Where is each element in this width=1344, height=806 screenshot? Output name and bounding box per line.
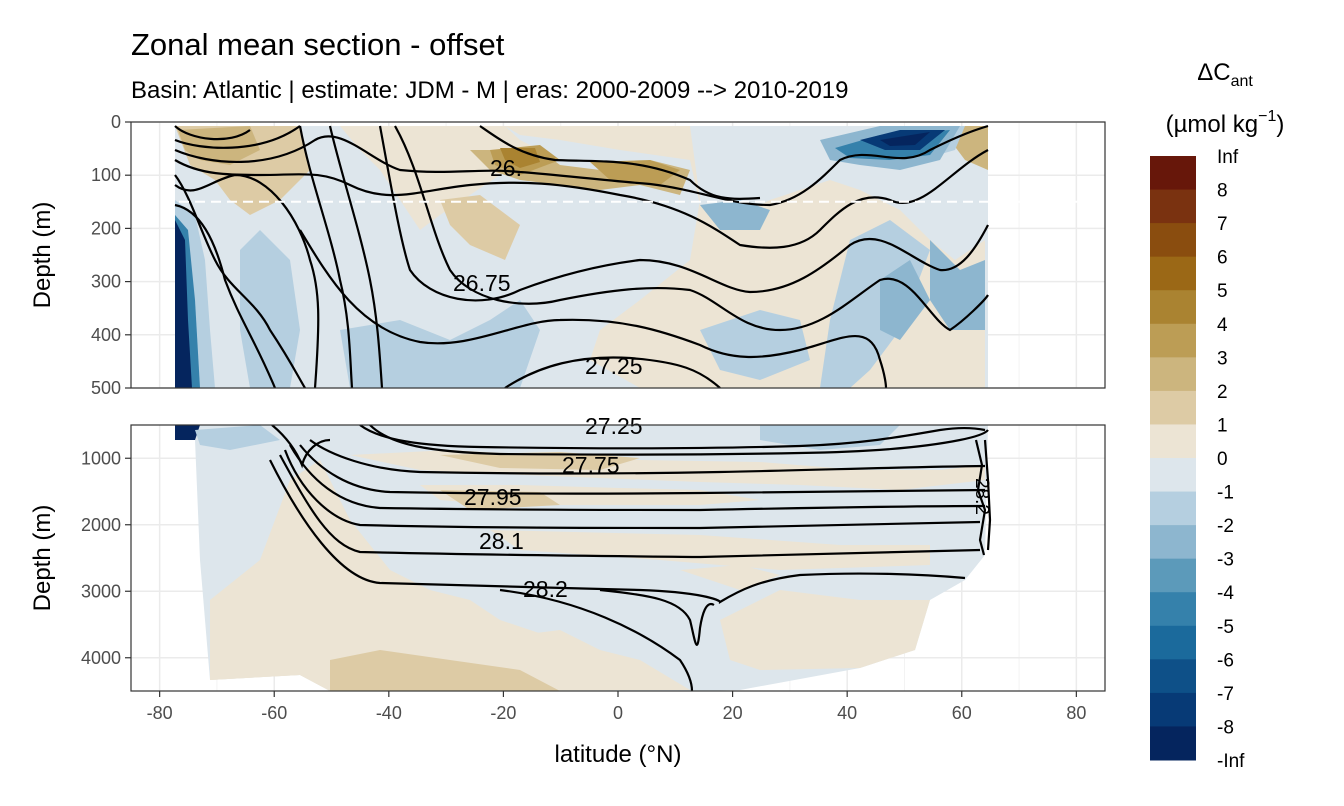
panel-lower: 27.25 27.75 27.95 28.1 28.2 28.2	[130, 413, 1106, 692]
legend-swatch	[1150, 424, 1196, 459]
legend: ΔCant (µmol kg−1) Inf 8 7 6 5 4 3 2 1 0 -1 -2 -3 -4 -5…	[1150, 59, 1284, 772]
legend-label: 5	[1217, 281, 1228, 302]
panel-upper: 26. 26.75 27.25	[130, 121, 1106, 389]
x-tick-label: -40	[376, 703, 402, 723]
legend-unit: (µmol kg−1)	[1166, 108, 1285, 138]
legend-swatch	[1150, 189, 1196, 224]
legend-label: Inf	[1217, 147, 1239, 168]
legend-swatch	[1150, 659, 1196, 694]
legend-labels: Inf 8 7 6 5 4 3 2 1 0 -1 -2 -3 -4 -5 -6 -7 -8 -Inf	[1217, 147, 1245, 772]
legend-label: 6	[1217, 248, 1228, 269]
y-tick-label: 0	[111, 112, 121, 132]
y-axis-upper: 0 100 200 300 400 500	[91, 112, 131, 398]
x-tick-label: 40	[837, 703, 857, 723]
y-tick-label: 300	[91, 272, 121, 292]
contour-label: 26.75	[453, 270, 511, 296]
y-axis-title-upper: Depth (m)	[29, 202, 56, 309]
x-tick-label: -20	[490, 703, 516, 723]
legend-label: 1	[1217, 415, 1228, 436]
contour-label: 27.95	[464, 484, 522, 510]
legend-label: -8	[1217, 717, 1234, 738]
contour-label: 28.1	[479, 528, 524, 554]
contour-label: 27.75	[562, 452, 620, 478]
legend-label: 8	[1217, 181, 1228, 202]
legend-label: 7	[1217, 214, 1228, 235]
legend-label: 3	[1217, 348, 1228, 369]
contour-label: 28.2	[971, 478, 992, 515]
legend-swatch	[1150, 592, 1196, 627]
legend-label: -1	[1217, 483, 1234, 504]
legend-swatch	[1150, 525, 1196, 560]
legend-label: -4	[1217, 583, 1234, 604]
legend-label: -2	[1217, 516, 1234, 537]
legend-title: ΔCant	[1197, 59, 1253, 90]
y-axis-lower: 1000 2000 3000 4000	[81, 448, 131, 668]
legend-swatch	[1150, 491, 1196, 526]
y-tick-label: 500	[91, 378, 121, 398]
y-tick-label: 3000	[81, 581, 121, 601]
x-tick-label: 20	[723, 703, 743, 723]
legend-swatch	[1150, 357, 1196, 392]
filled-field-upper	[175, 126, 988, 388]
chart-subtitle: Basin: Atlantic | estimate: JDM - M | er…	[131, 77, 848, 104]
legend-label: 2	[1217, 382, 1228, 403]
density-contours-upper	[174, 124, 989, 388]
legend-swatch	[1150, 323, 1196, 358]
legend-swatch	[1150, 625, 1196, 660]
y-axis-title-lower: Depth (m)	[29, 505, 56, 612]
legend-label: -3	[1217, 550, 1234, 571]
legend-label: -5	[1217, 617, 1234, 638]
y-tick-label: 1000	[81, 448, 121, 468]
x-tick-label: 0	[613, 703, 623, 723]
legend-colorbar	[1150, 156, 1196, 761]
x-tick-label: 80	[1066, 703, 1086, 723]
contour-label: 27.25	[585, 353, 643, 379]
legend-swatch	[1150, 156, 1196, 191]
contour-label: 28.2	[523, 576, 568, 602]
x-tick-label: 60	[952, 703, 972, 723]
y-tick-label: 200	[91, 218, 121, 238]
legend-label: -6	[1217, 650, 1234, 671]
legend-swatch	[1150, 223, 1196, 258]
contour-labels-upper: 26. 26.75 27.25	[453, 155, 643, 379]
density-contours-lower	[269, 425, 992, 691]
chart-title: Zonal mean section - offset	[131, 27, 505, 62]
y-tick-label: 400	[91, 325, 121, 345]
legend-swatch	[1150, 458, 1196, 493]
y-tick-label: 4000	[81, 648, 121, 668]
contour-labels-lower: 27.25 27.75 27.95 28.1 28.2 28.2	[464, 413, 992, 602]
legend-swatch	[1150, 558, 1196, 593]
x-axis-title: latitude (°N)	[555, 741, 682, 768]
legend-swatch	[1150, 726, 1196, 761]
contour-label: 27.25	[585, 413, 643, 439]
y-tick-label: 2000	[81, 515, 121, 535]
x-tick-label: -60	[261, 703, 287, 723]
y-tick-label: 100	[91, 165, 121, 185]
legend-swatch	[1150, 256, 1196, 291]
legend-label: 0	[1217, 449, 1228, 470]
x-axis: -80 -60 -40 -20 0 20 40 60 80	[147, 691, 1086, 723]
legend-swatch	[1150, 692, 1196, 727]
legend-swatch	[1150, 390, 1196, 425]
x-tick-label: -80	[147, 703, 173, 723]
legend-label: -7	[1217, 684, 1234, 705]
contour-label: 26.	[490, 155, 522, 181]
legend-label: -Inf	[1217, 751, 1245, 772]
legend-swatch	[1150, 290, 1196, 325]
legend-label: 4	[1217, 315, 1228, 336]
